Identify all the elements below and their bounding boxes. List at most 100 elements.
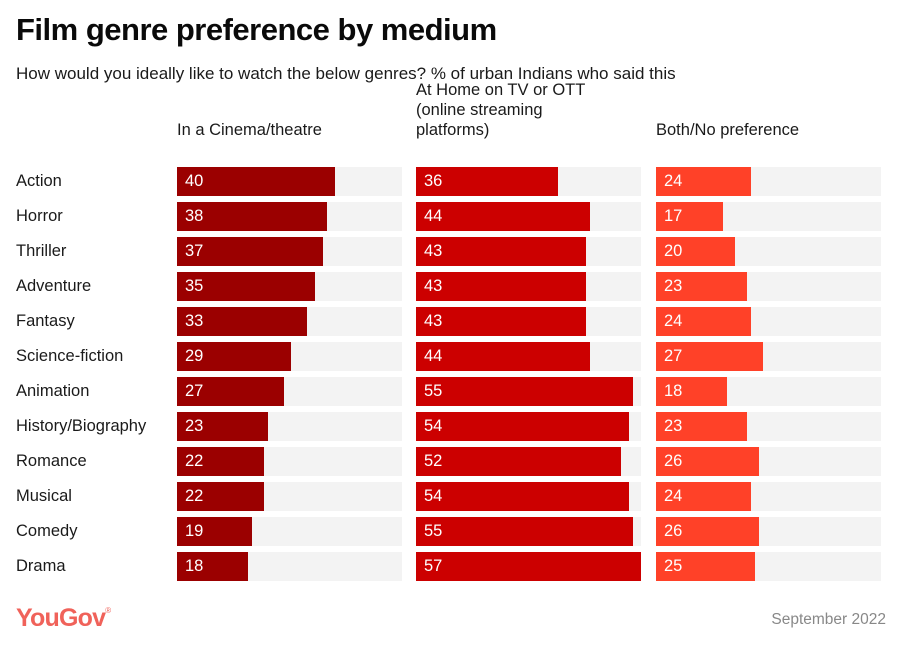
bar-track: 37 [177, 237, 402, 266]
bar-value-label: 22 [185, 487, 204, 505]
category-label: Action [16, 172, 62, 190]
bar-track: 40 [177, 167, 402, 196]
bar-track: 20 [656, 237, 881, 266]
bar: 37 [177, 237, 324, 266]
bar: 26 [656, 517, 759, 546]
bar-value-label: 26 [664, 522, 683, 540]
bar-value-label: 40 [185, 172, 204, 190]
category-label: Drama [16, 557, 66, 575]
bar: 23 [656, 272, 747, 301]
bar-value-label: 18 [185, 557, 204, 575]
bar: 54 [416, 482, 630, 511]
bar-value-label: 55 [424, 382, 443, 400]
bar-value-label: 44 [424, 347, 443, 365]
column-header-2: At Home on TV or OTT (online streaming pla… [416, 80, 646, 140]
bar-track: 54 [416, 412, 641, 441]
category-label: Musical [16, 487, 72, 505]
bar-track: 22 [177, 482, 402, 511]
bar-track: 36 [416, 167, 641, 196]
bar: 38 [177, 202, 327, 231]
bar: 23 [177, 412, 268, 441]
registered-mark-icon: ® [105, 606, 111, 615]
bar-track: 55 [416, 377, 641, 406]
bar-track: 23 [656, 412, 881, 441]
bar-value-label: 54 [424, 487, 443, 505]
bar-value-label: 54 [424, 417, 443, 435]
bar-track: 29 [177, 342, 402, 371]
bar-track: 33 [177, 307, 402, 336]
bar-track: 22 [177, 447, 402, 476]
bar-value-label: 24 [664, 487, 683, 505]
bar-value-label: 25 [664, 557, 683, 575]
bar: 22 [177, 447, 264, 476]
bar-track: 43 [416, 307, 641, 336]
category-label: Science-fiction [16, 347, 124, 365]
bar: 27 [656, 342, 763, 371]
category-label: History/Biography [16, 417, 147, 435]
bar: 35 [177, 272, 316, 301]
category-label: Horror [16, 207, 63, 225]
brand-name: YouGov [16, 604, 106, 632]
bar-value-label: 36 [424, 172, 443, 190]
bar-track: 25 [656, 552, 881, 581]
bar-track: 23 [656, 272, 881, 301]
column-header-3: Both/No preference [656, 120, 886, 140]
bar-value-label: 22 [185, 452, 204, 470]
bar-value-label: 43 [424, 242, 443, 260]
category-label: Romance [16, 452, 87, 470]
bar-track: 27 [177, 377, 402, 406]
bar: 26 [656, 447, 759, 476]
bar-value-label: 23 [185, 417, 204, 435]
bar-value-label: 38 [185, 207, 204, 225]
bar-track: 44 [416, 342, 641, 371]
bar-track: 24 [656, 307, 881, 336]
bar-track: 44 [416, 202, 641, 231]
bar: 43 [416, 237, 586, 266]
bar: 43 [416, 272, 586, 301]
bar-track: 57 [416, 552, 641, 581]
bar: 24 [656, 482, 751, 511]
bar-track: 43 [416, 237, 641, 266]
column-header-line: Both/No preference [656, 121, 800, 139]
bar-value-label: 26 [664, 452, 683, 470]
chart-subtitle: How would you ideally like to watch the … [16, 64, 676, 83]
bar: 55 [416, 377, 634, 406]
bar: 19 [177, 517, 252, 546]
bar: 20 [656, 237, 735, 266]
bar-value-label: 33 [185, 312, 204, 330]
bar-value-label: 24 [664, 312, 683, 330]
column-header-line: platforms) [416, 121, 490, 139]
bar-track: 18 [656, 377, 881, 406]
bar-value-label: 52 [424, 452, 443, 470]
bar-value-label: 17 [664, 207, 683, 225]
column-header-line: At Home on TV or OTT [416, 81, 586, 99]
bar: 25 [656, 552, 755, 581]
column-header-line: In a Cinema/theatre [177, 121, 322, 139]
bar-value-label: 29 [185, 347, 204, 365]
column-header-line: (online streaming [416, 101, 543, 119]
category-label: Adventure [16, 277, 92, 295]
chart-title: Film genre preference by medium [16, 12, 497, 47]
bar: 43 [416, 307, 586, 336]
bar-value-label: 35 [185, 277, 204, 295]
bar: 18 [656, 377, 728, 406]
bar: 44 [416, 342, 590, 371]
bar-track: 54 [416, 482, 641, 511]
bar: 52 [416, 447, 622, 476]
bar-track: 27 [656, 342, 881, 371]
bar-value-label: 55 [424, 522, 443, 540]
bar-value-label: 24 [664, 172, 683, 190]
category-label: Comedy [16, 522, 78, 540]
bar-track: 55 [416, 517, 641, 546]
bar: 55 [416, 517, 634, 546]
bar-value-label: 23 [664, 417, 683, 435]
bar-value-label: 19 [185, 522, 204, 540]
bar-value-label: 37 [185, 242, 204, 260]
column-header-1: In a Cinema/theatre [177, 120, 407, 140]
bar: 23 [656, 412, 747, 441]
bar: 36 [416, 167, 559, 196]
bar-value-label: 27 [664, 347, 683, 365]
bar-track: 35 [177, 272, 402, 301]
bar: 57 [416, 552, 641, 581]
bar-track: 52 [416, 447, 641, 476]
